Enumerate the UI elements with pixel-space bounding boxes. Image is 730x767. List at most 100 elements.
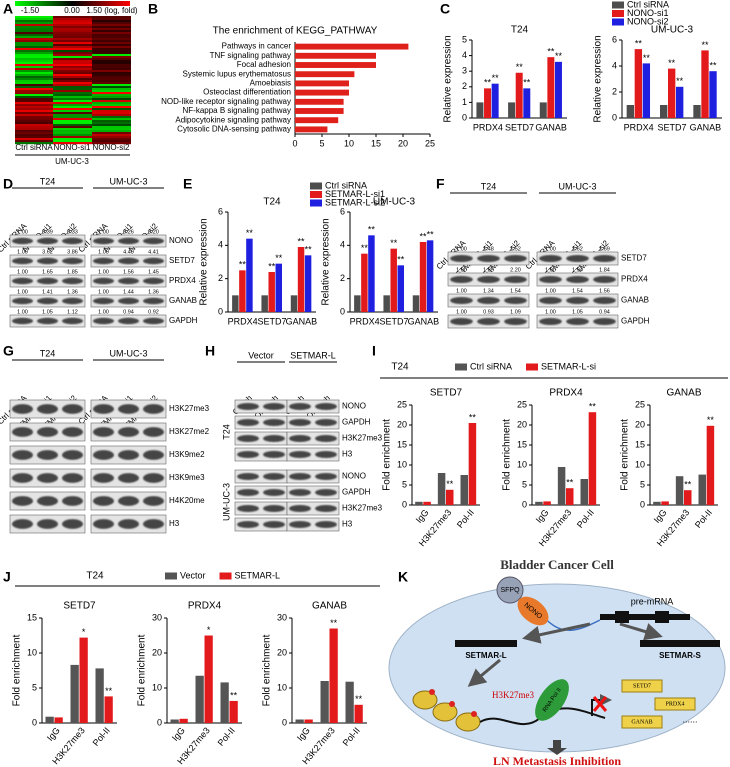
legend-swatch — [612, 18, 624, 26]
quant-label: 1.00 — [456, 267, 467, 273]
methyl-mark — [471, 711, 477, 717]
band — [12, 427, 33, 437]
bar — [345, 681, 354, 723]
heatmap-cell — [92, 110, 131, 113]
band — [263, 450, 285, 459]
band — [93, 496, 114, 506]
heatmap-cell — [92, 140, 131, 143]
quant-label: 0.39 — [42, 229, 53, 235]
category-label: NF-kappa B signaling pathway — [182, 106, 291, 115]
bar — [706, 425, 715, 505]
gene-box — [621, 679, 663, 693]
bar — [539, 102, 547, 118]
pre-mrna — [600, 614, 690, 620]
gene-box — [621, 715, 663, 729]
heatmap-cell — [53, 124, 92, 127]
heatmap-cell — [53, 110, 92, 113]
legend-label: NONO-si2 — [627, 16, 669, 26]
bar — [543, 501, 551, 505]
band — [477, 254, 500, 263]
heatmap-cell — [15, 40, 54, 43]
heatmap-cell — [53, 22, 92, 25]
row-label: H4K20me — [169, 496, 205, 505]
quant-label: 1.36 — [67, 289, 78, 295]
bar — [295, 89, 349, 96]
bar — [354, 295, 361, 312]
heatmap-cell — [15, 116, 54, 119]
heatmap-cell — [53, 140, 92, 143]
gene-label: GANAB — [631, 719, 652, 725]
heatmap-cell — [53, 78, 92, 81]
quant-label: 1.54 — [510, 288, 521, 294]
category-label: Systemic lupus erythematosus — [183, 69, 292, 78]
heatmap — [15, 16, 131, 145]
heatmap-cell — [92, 16, 131, 19]
band — [37, 257, 58, 265]
band — [62, 404, 83, 414]
band — [62, 317, 83, 325]
chart-title: T24 — [263, 197, 281, 208]
x-tick-label: IgG — [170, 725, 187, 743]
bar — [246, 238, 253, 312]
significance-label: ** — [523, 78, 531, 88]
legend-label: Ctrl siRNA — [470, 361, 512, 371]
band — [93, 404, 114, 414]
methyl-mark — [429, 689, 435, 695]
category-label: Focal adhesion — [237, 60, 291, 69]
methyl-mark — [449, 701, 455, 707]
x-tick-label: SETD7 — [379, 316, 408, 326]
heatmap-cell — [53, 42, 92, 45]
heatmap-cell — [15, 92, 54, 95]
y-tick-label: 25 — [635, 399, 645, 409]
band — [289, 450, 311, 459]
y-tick-label: 15 — [27, 612, 37, 622]
scale-label: -1.50 — [21, 6, 40, 15]
y-tick-label: 10 — [397, 459, 407, 469]
heatmap-cell — [92, 78, 131, 81]
band — [12, 473, 33, 483]
band — [93, 317, 114, 325]
quant-label: 1.05 — [572, 309, 583, 315]
band — [93, 237, 114, 245]
y-tick-label: 2 — [612, 86, 617, 96]
band — [37, 473, 58, 483]
bar — [295, 80, 349, 87]
bar — [179, 718, 188, 723]
bar — [232, 295, 239, 312]
band — [504, 275, 527, 284]
band — [143, 427, 164, 437]
y-tick-label: 2 — [462, 81, 467, 91]
heatmap-cell — [53, 24, 92, 27]
band — [62, 496, 83, 506]
band — [93, 519, 114, 529]
panel-label: C — [440, 1, 450, 17]
heatmap-cell — [15, 66, 54, 69]
band — [504, 296, 527, 305]
band — [118, 450, 139, 460]
heatmap-cell — [92, 114, 131, 117]
x-tick-label: GANAB — [286, 316, 318, 326]
heatmap-cell — [92, 88, 131, 91]
quant-label: 1.41 — [42, 289, 53, 295]
panel-label: I — [372, 343, 376, 359]
rna-pol-ii — [535, 679, 569, 721]
heatmap-cell — [92, 42, 131, 45]
y-tick-label: 0 — [612, 112, 617, 122]
y-axis-label: Relative expression — [321, 218, 332, 305]
band — [315, 520, 337, 529]
x-tick-label: IgG — [295, 725, 312, 743]
y-tick-label: 15 — [517, 439, 527, 449]
y-tick-label: 0 — [282, 717, 287, 727]
bar — [426, 240, 434, 312]
category-label: Pathways in cancer — [222, 42, 292, 51]
significance-label: ** — [484, 78, 492, 88]
significance-label: ** — [361, 243, 369, 253]
band — [593, 296, 616, 305]
significance-label: ** — [668, 58, 676, 68]
bar — [290, 295, 298, 312]
heatmap-cell — [92, 106, 131, 109]
chart-title: PRDX4 — [549, 388, 583, 399]
heatmap-cell — [15, 78, 54, 81]
category-label: Osteoclast differentiation — [203, 88, 291, 97]
heatmap-cell — [53, 136, 92, 139]
